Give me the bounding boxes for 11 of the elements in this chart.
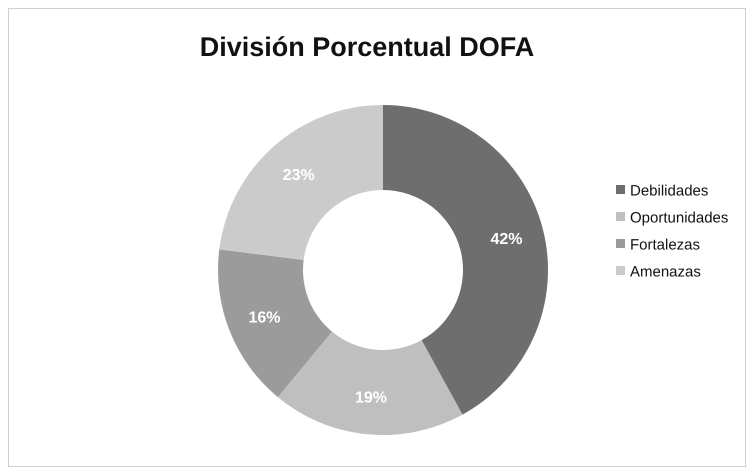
legend-label: Debilidades	[630, 182, 708, 200]
chart-title: División Porcentual DOFA	[200, 32, 534, 62]
data-label: 42%	[490, 230, 523, 248]
donut-slice	[218, 249, 332, 398]
data-label: 19%	[354, 390, 388, 407]
legend-label: Oportunidades	[630, 209, 728, 226]
donut-slice	[219, 105, 383, 260]
donut-slice	[278, 332, 462, 435]
data-label: 16%	[248, 310, 280, 327]
legend-label: Fortalezas	[630, 236, 700, 254]
legend-label: Amenazas	[630, 263, 701, 280]
